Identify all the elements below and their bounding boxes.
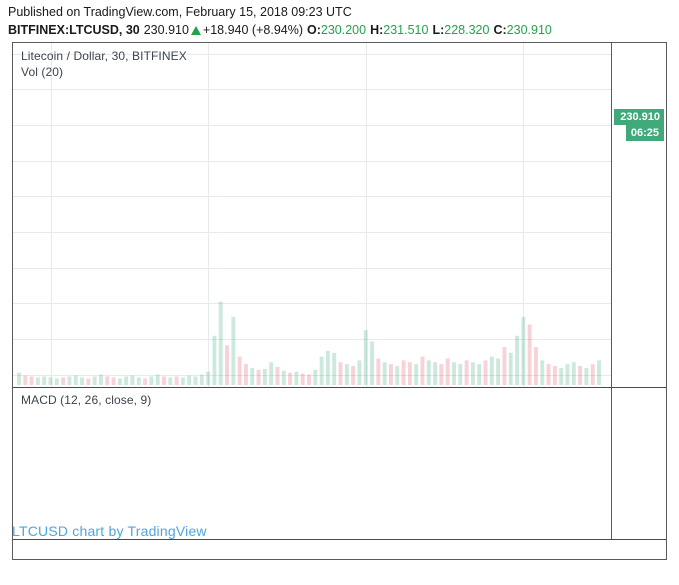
pane-divider [13, 387, 666, 388]
open-label: O: [307, 23, 321, 37]
chart-frame: Litecoin / Dollar, 30, BITFINEX Vol (20)… [12, 42, 667, 560]
published-line: Published on TradingView.com, February 1… [8, 5, 352, 19]
high-label: H: [370, 23, 384, 37]
close-label: C: [493, 23, 507, 37]
volume-legend: Vol (20) [21, 65, 64, 79]
quote-line: BITFINEX:LTCUSD, 30 230.910 +18.940 (+8.94… [8, 22, 672, 38]
current-price-badge: 230.910 [614, 109, 664, 125]
low-label: L: [432, 23, 445, 37]
last-price: 230.910 [143, 23, 189, 37]
price-axis[interactable]: 230.910 06:25 [612, 43, 666, 539]
up-triangle-icon [190, 26, 201, 35]
low-value: 228.320 [444, 23, 490, 37]
macd-pane[interactable]: MACD (12, 26, close, 9) [13, 388, 611, 539]
open-value: 230.200 [320, 23, 367, 37]
macd-plot[interactable] [13, 388, 611, 539]
price-pane[interactable]: Litecoin / Dollar, 30, BITFINEX Vol (20) [13, 43, 611, 387]
chart-header: Published on TradingView.com, February 1… [8, 4, 672, 38]
symbol-label: BITFINEX:LTCUSD, 30 [8, 23, 140, 37]
time-axis-divider [13, 539, 666, 540]
high-value: 231.510 [383, 23, 429, 37]
close-value: 230.910 [506, 23, 552, 37]
price-axis-divider [611, 43, 612, 539]
price-plot[interactable] [13, 43, 611, 387]
tradingview-watermark: LTCUSD chart by TradingView [12, 523, 207, 539]
price-pane-legend: Litecoin / Dollar, 30, BITFINEX [21, 49, 187, 63]
macd-legend: MACD (12, 26, close, 9) [21, 393, 152, 407]
time-axis[interactable] [13, 540, 666, 560]
change-value: +18.940 (+8.94%) [202, 23, 303, 37]
current-time-badge: 06:25 [625, 125, 664, 141]
